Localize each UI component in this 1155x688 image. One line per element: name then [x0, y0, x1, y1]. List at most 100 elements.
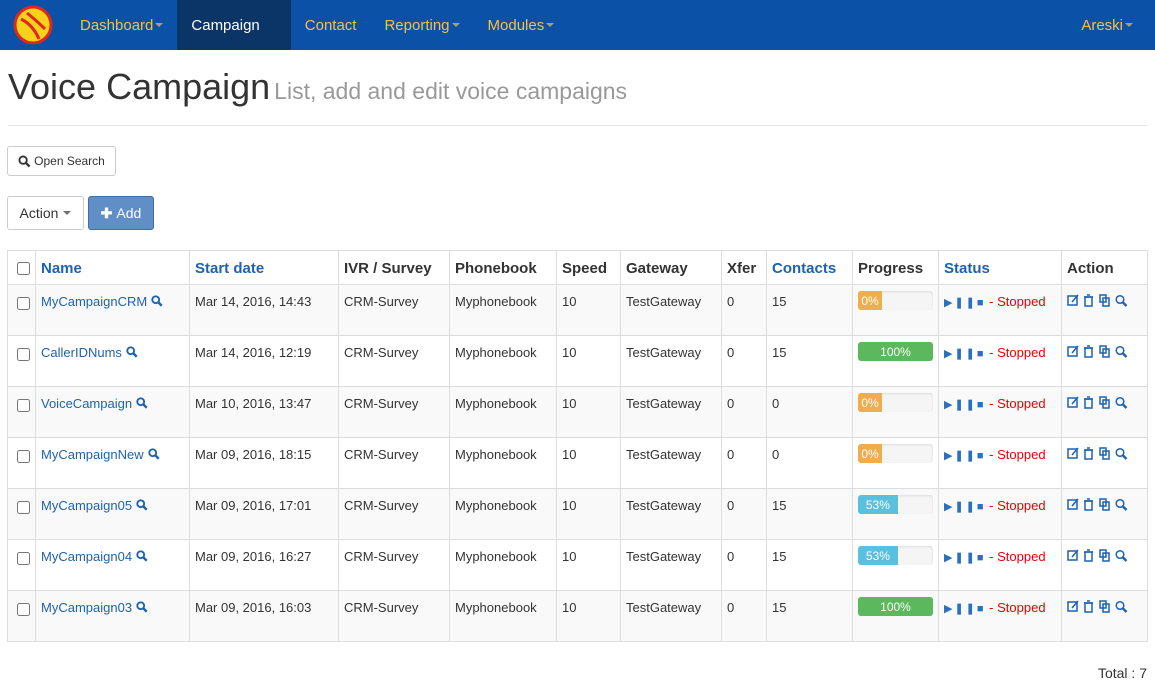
column-header: Action — [1061, 250, 1148, 285]
search-icon[interactable] — [151, 295, 163, 307]
table-row: VoiceCampaign Mar 10, 2016, 13:47 CRM-Surv… — [7, 386, 1148, 438]
start-date-cell: Mar 09, 2016, 16:27 — [189, 539, 339, 591]
status-controls[interactable]: ▶❚❚■ — [944, 552, 986, 564]
campaign-link[interactable]: MyCampaign03 — [41, 600, 133, 615]
gateway-cell: TestGateway — [620, 335, 722, 387]
checkbox[interactable] — [17, 552, 30, 565]
xfer-cell: 0 — [721, 488, 767, 540]
caret — [546, 23, 555, 27]
search-icon[interactable] — [136, 499, 148, 511]
column-header[interactable]: Contacts — [766, 250, 853, 285]
campaign-link[interactable]: CallerIDNums — [41, 345, 122, 360]
contacts-cell: 15 — [766, 488, 853, 540]
nav-item[interactable]: Contact — [291, 0, 371, 50]
gateway-cell: TestGateway — [620, 590, 722, 642]
status-controls[interactable]: ▶❚❚■ — [944, 603, 986, 615]
nav-item[interactable]: Modules — [474, 0, 569, 50]
checkbox[interactable] — [17, 297, 30, 310]
action-icons[interactable] — [1067, 294, 1135, 307]
campaign-link[interactable]: MyCampaignNew — [41, 447, 144, 462]
progress-label: 100% — [880, 599, 911, 614]
nav-item[interactable]: Reporting — [370, 0, 473, 50]
contacts-cell: 0 — [766, 437, 853, 489]
campaign-link[interactable]: MyCampaignCRM — [41, 294, 148, 309]
progress-cell: 53% — [852, 488, 939, 540]
nav-label: Contact — [304, 16, 357, 34]
button-label: Action — [19, 205, 59, 221]
progress-bar: 100% — [858, 597, 933, 616]
search-icon[interactable] — [136, 397, 148, 409]
progress-cell: 0% — [852, 437, 939, 489]
checkbox[interactable] — [17, 450, 30, 463]
campaign-link[interactable]: MyCampaign04 — [41, 549, 133, 564]
caret — [63, 211, 72, 215]
status-cell: ▶❚❚■ - Stopped — [938, 488, 1062, 540]
action-button[interactable]: Action — [7, 196, 84, 230]
checkbox[interactable] — [17, 603, 30, 616]
select-all — [7, 250, 36, 285]
caret — [155, 23, 164, 27]
progress-label: 53% — [865, 497, 890, 512]
status-controls[interactable]: ▶❚❚■ — [944, 501, 986, 513]
campaign-table: Name Start date IVR / Survey Phonebook Speed… — [7, 250, 1148, 642]
xfer-cell: 0 — [721, 335, 767, 387]
start-date-cell: Mar 09, 2016, 18:15 — [189, 437, 339, 489]
contacts-cell: 15 — [766, 539, 853, 591]
logo[interactable] — [0, 0, 66, 50]
status-controls[interactable]: ▶❚❚■ — [944, 348, 986, 360]
search-icon[interactable] — [147, 448, 160, 460]
contacts-cell: 15 — [766, 335, 853, 387]
column-header[interactable]: Status — [938, 250, 1062, 285]
nav-item[interactable]: Dashboard — [66, 0, 177, 50]
table-row: MyCampaignCRM Mar 14, 2016, 14:43 CRM-Surv… — [7, 284, 1148, 336]
progress-label: 0% — [861, 293, 879, 308]
progress-bar: 53% — [858, 495, 933, 514]
action-icons[interactable] — [1067, 549, 1135, 562]
name-cell: MyCampaignNew — [35, 437, 190, 489]
nav-item[interactable]: Campaign — [177, 0, 291, 50]
user-name: Areski — [1081, 16, 1123, 34]
name-cell: VoiceCampaign — [35, 386, 190, 438]
checkbox[interactable] — [17, 399, 30, 412]
row-select — [7, 284, 36, 336]
start-date-cell: Mar 14, 2016, 14:43 — [189, 284, 339, 336]
checkbox[interactable] — [17, 501, 30, 514]
status-label: - Stopped — [989, 498, 1046, 513]
phonebook-cell: Myphonebook — [449, 590, 557, 642]
action-icons[interactable] — [1067, 447, 1135, 460]
campaign-link[interactable]: VoiceCampaign — [41, 396, 133, 411]
checkbox[interactable] — [17, 348, 30, 361]
contacts-cell: 0 — [766, 386, 853, 438]
action-icons[interactable] — [1067, 345, 1135, 358]
progress-bar: 0% — [858, 393, 933, 412]
action-icons[interactable] — [1067, 600, 1135, 613]
status-controls[interactable]: ▶❚❚■ — [944, 297, 986, 309]
row-select — [7, 335, 36, 387]
row-select — [7, 488, 36, 540]
progress-fill: 53% — [858, 495, 898, 514]
search-icon[interactable] — [136, 550, 148, 562]
campaign-link[interactable]: MyCampaign05 — [41, 498, 133, 513]
status-controls[interactable]: ▶❚❚■ — [944, 450, 986, 462]
action-cell — [1061, 590, 1148, 642]
add-button[interactable]: ✚ Add — [88, 196, 154, 230]
action-icons[interactable] — [1067, 396, 1135, 409]
search-icon[interactable] — [126, 346, 138, 358]
status-controls[interactable]: ▶❚❚■ — [944, 399, 986, 411]
progress-fill: 0% — [858, 291, 882, 310]
column-header[interactable]: Name — [35, 250, 190, 285]
speed-cell: 10 — [556, 386, 621, 438]
checkbox[interactable] — [17, 261, 30, 275]
column-header[interactable]: Start date — [189, 250, 339, 285]
navbar: Dashboard Campaign Contact Reporting Modules… — [0, 0, 1155, 50]
action-icons[interactable] — [1067, 498, 1135, 511]
xfer-cell: 0 — [721, 437, 767, 489]
speed-cell: 10 — [556, 437, 621, 489]
search-icon[interactable] — [136, 601, 148, 613]
total-count: Total : 7 — [1097, 665, 1147, 681]
open-search-button[interactable]: Open Search — [7, 146, 116, 176]
action-cell — [1061, 284, 1148, 336]
action-cell — [1061, 488, 1148, 540]
user-menu[interactable]: Areski — [1067, 0, 1147, 50]
